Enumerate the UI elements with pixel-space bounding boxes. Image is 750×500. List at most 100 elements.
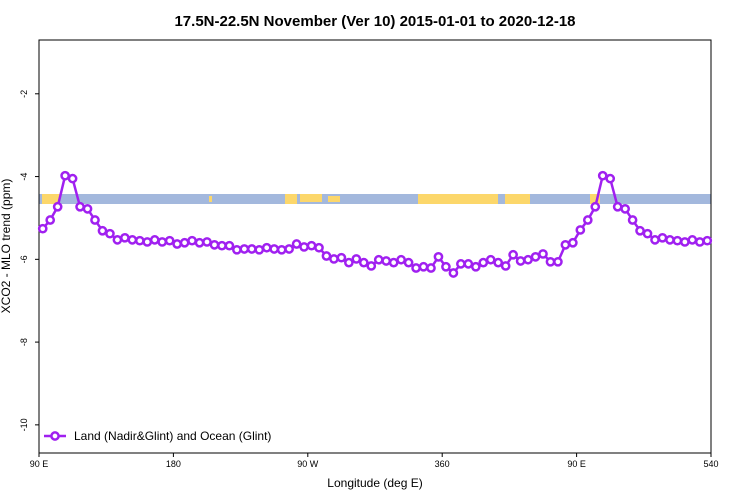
point [276, 244, 287, 255]
point [344, 257, 354, 268]
point [112, 235, 123, 245]
point [433, 251, 444, 262]
y-axis-label: XCO2 - MLO trend (ppm) [0, 179, 13, 314]
point [403, 257, 414, 268]
chart-title: 17.5N-22.5N November (Ver 10) 2015-01-01… [174, 13, 575, 30]
point [37, 223, 48, 234]
x-axis-label: Longitude (deg E) [327, 476, 422, 490]
x-tick-label: 90 W [297, 459, 319, 469]
point [605, 173, 616, 184]
point [635, 225, 645, 236]
legend-marker [50, 431, 60, 441]
point [60, 170, 70, 181]
point [597, 170, 608, 181]
point [426, 263, 436, 273]
point [321, 251, 332, 261]
point [97, 225, 108, 236]
point [52, 201, 63, 212]
point [642, 228, 653, 239]
point [90, 215, 100, 225]
legend-label: Land (Nadir&Glint) and Ocean (Glint) [74, 429, 271, 443]
point [448, 268, 459, 278]
point [620, 203, 630, 214]
point [553, 256, 563, 267]
point [575, 225, 586, 235]
point [164, 235, 175, 246]
point [149, 235, 160, 245]
point [336, 252, 347, 263]
point [456, 259, 466, 269]
land-ocean-strip [39, 194, 711, 204]
point [246, 244, 257, 254]
point [530, 251, 541, 262]
point [351, 254, 362, 264]
point [261, 242, 272, 253]
y-tick-label: -2 [19, 90, 29, 98]
point [373, 254, 384, 265]
point [172, 239, 182, 249]
point [217, 240, 227, 251]
point [650, 235, 660, 245]
point [67, 173, 78, 184]
x-tick-label: 360 [435, 459, 450, 469]
point [523, 254, 533, 265]
point [500, 261, 511, 271]
point [568, 237, 578, 248]
point [485, 254, 496, 265]
point [560, 239, 571, 250]
x-tick-label: 90 E [30, 459, 49, 469]
point [702, 235, 713, 246]
point [75, 201, 85, 212]
point [381, 256, 392, 266]
point [291, 239, 302, 249]
point [209, 239, 220, 250]
point [254, 244, 265, 255]
point [418, 261, 429, 272]
point [142, 237, 153, 247]
point [179, 237, 190, 248]
point [224, 240, 235, 251]
y-tick-label: -4 [19, 173, 29, 181]
point [665, 235, 675, 245]
point [441, 261, 451, 272]
y-tick-label: -6 [19, 255, 29, 263]
point [82, 203, 93, 214]
point [463, 259, 474, 269]
point [127, 235, 138, 245]
point [478, 257, 489, 268]
point [134, 235, 145, 246]
point [590, 201, 601, 212]
point [202, 237, 212, 247]
point [232, 244, 242, 255]
point [358, 257, 369, 268]
point [239, 244, 250, 254]
point [105, 228, 115, 239]
point [194, 237, 205, 248]
point [411, 263, 421, 273]
point [493, 257, 504, 268]
point [657, 232, 668, 243]
x-tick-label: 540 [703, 459, 718, 469]
point [680, 237, 690, 247]
point [388, 257, 399, 268]
point [120, 232, 130, 243]
point [329, 254, 339, 264]
point [187, 235, 197, 246]
point [366, 261, 377, 271]
point [612, 201, 623, 212]
point [582, 215, 593, 225]
point [45, 215, 56, 225]
x-tick-label: 180 [166, 459, 181, 469]
point [545, 256, 556, 267]
x-tick-label: 90 E [567, 459, 586, 469]
point [299, 242, 309, 252]
point [269, 244, 280, 254]
point [157, 237, 168, 247]
point [396, 254, 406, 265]
point [672, 235, 683, 246]
point [306, 240, 317, 251]
y-tick-label: -10 [19, 418, 29, 431]
point [515, 256, 526, 266]
y-tick-label: -8 [19, 338, 29, 346]
